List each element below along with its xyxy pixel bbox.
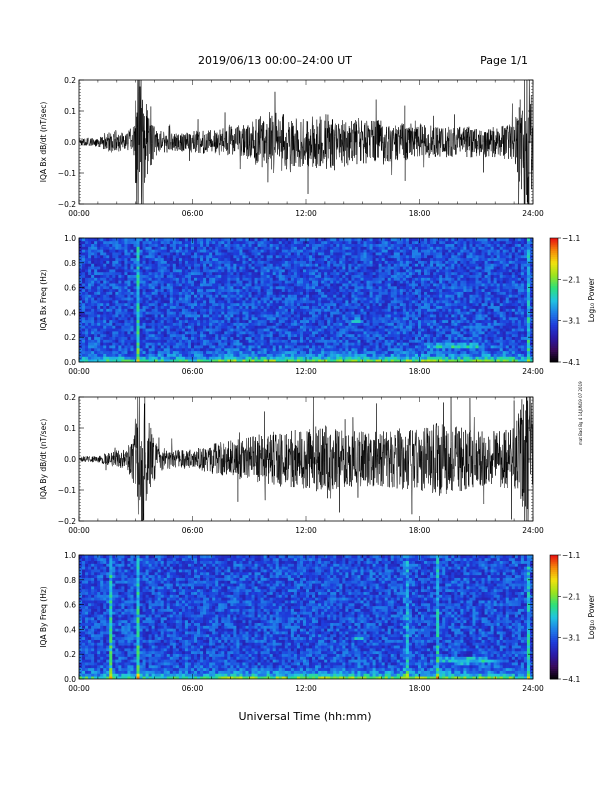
colorbar-tick-label: −4.1 bbox=[562, 358, 580, 367]
y-tick-label: −0.2 bbox=[58, 517, 76, 526]
x-tick-label: 18:00 bbox=[409, 684, 431, 693]
colorbar-tick-label: −2.1 bbox=[562, 592, 580, 601]
spectrogram-cells bbox=[79, 555, 533, 679]
x-tick-label: 12:00 bbox=[295, 209, 317, 218]
y-tick-label: 1.0 bbox=[64, 234, 76, 243]
x-tick-label: 06:00 bbox=[182, 684, 204, 693]
x-tick-label: 00:00 bbox=[68, 684, 90, 693]
y-axis-label: IQA By dB/dt (nT/sec) bbox=[39, 419, 48, 500]
x-tick-label: 18:00 bbox=[409, 209, 431, 218]
y-tick-label: 0.6 bbox=[64, 601, 76, 610]
y-tick-label: −0.1 bbox=[58, 169, 76, 178]
y-tick-label: 0.4 bbox=[64, 625, 76, 634]
page-title: 2019/06/13 00:00–24:00 UT bbox=[198, 54, 352, 67]
y-tick-label: 0.2 bbox=[64, 393, 76, 402]
x-tick-label: 06:00 bbox=[182, 526, 204, 535]
x-tick-label: 12:00 bbox=[295, 684, 317, 693]
colorbar: −1.1 −2.1 −3.1 −4.1 Log₁₀ Power bbox=[549, 234, 596, 367]
colorbar-tick-label: −4.1 bbox=[562, 675, 580, 684]
y-tick-label: 0.2 bbox=[64, 76, 76, 85]
y-tick-label: 0.4 bbox=[64, 308, 76, 317]
y-axis-label: IQA Bx dB/dt (nT/sec) bbox=[39, 102, 48, 183]
y-tick-label: 0.2 bbox=[64, 650, 76, 659]
y-tick-label: 0.0 bbox=[64, 138, 76, 147]
spectrogram-panel-1: −1.1 −2.1 −3.1 −4.1 Log₁₀ Power 1.0 0.8 0.6 0.4 0… bbox=[39, 234, 596, 376]
colorbar-frame bbox=[549, 554, 559, 680]
spectrogram-cells bbox=[79, 238, 533, 362]
y-tick-label: 0.1 bbox=[64, 107, 76, 116]
y-tick-label: 0.8 bbox=[64, 576, 76, 585]
x-axis-label: Universal Time (hh:mm) bbox=[239, 710, 372, 723]
panels: 0.20.10.0−0.1−0.200:00 06:00 12:00 18:00 24:… bbox=[39, 76, 596, 693]
x-tick-label: 12:00 bbox=[295, 526, 317, 535]
colorbar-label: Log₁₀ Power bbox=[587, 594, 596, 639]
y-tick-label: 0.2 bbox=[64, 333, 76, 342]
x-tick-label: 06:00 bbox=[182, 209, 204, 218]
colorbar-tick-label: −1.1 bbox=[562, 234, 580, 243]
y-axis-label: IQA By Freq (Hz) bbox=[39, 586, 48, 648]
x-tick-label: 00:00 bbox=[68, 209, 90, 218]
x-tick-label: 18:00 bbox=[409, 526, 431, 535]
y-tick-label: 0.0 bbox=[64, 455, 76, 464]
colorbar: −1.1 −2.1 −3.1 −4.1 Log₁₀ Power bbox=[549, 551, 596, 684]
y-tick-label: 0.0 bbox=[64, 358, 76, 367]
x-tick-label: 24:00 bbox=[522, 684, 544, 693]
waveform-trace bbox=[79, 80, 533, 204]
colorbar-tick-label: −3.1 bbox=[562, 634, 580, 643]
y-axis-label: IQA Bx Freq (Hz) bbox=[39, 269, 48, 331]
colorbar-tick-label: −1.1 bbox=[562, 551, 580, 560]
x-tick-label: 06:00 bbox=[182, 367, 204, 376]
y-tick-label: −0.1 bbox=[58, 486, 76, 495]
spectrogram-panel-3: −1.1 −2.1 −3.1 −4.1 Log₁₀ Power 1.0 0.8 0.6 0.4 0… bbox=[39, 551, 596, 693]
x-tick-label: 00:00 bbox=[68, 526, 90, 535]
colorbar-tick-label: −2.1 bbox=[562, 275, 580, 284]
y-tick-label: 0.8 bbox=[64, 259, 76, 268]
x-tick-label: 24:00 bbox=[522, 209, 544, 218]
x-tick-label: 24:00 bbox=[522, 367, 544, 376]
y-tick-label: −0.2 bbox=[58, 200, 76, 209]
y-tick-label: 1.0 bbox=[64, 551, 76, 560]
colorbar-frame bbox=[549, 237, 559, 363]
waveform-panel-2: 0.2 0.1 0.0 −0.1 −0.200:00 06:00 12:00 18:00 24:… bbox=[39, 393, 544, 535]
page-label: Page 1/1 bbox=[480, 54, 528, 67]
x-tick-label: 12:00 bbox=[295, 367, 317, 376]
x-tick-label: 24:00 bbox=[522, 526, 544, 535]
waveform-trace bbox=[79, 397, 533, 521]
y-tick-label: 0.1 bbox=[64, 424, 76, 433]
colorbar-label: Log₁₀ Power bbox=[587, 277, 596, 322]
side-note: mat Bad Bg 4 14JUN19 07 2019 bbox=[578, 381, 583, 445]
waveform-panel-0: 0.2 0.1 0.0 −0.1 −0.200:00 06:00 12:00 18:00 24:… bbox=[39, 76, 544, 218]
x-tick-label: 00:00 bbox=[68, 367, 90, 376]
y-tick-label: 0.6 bbox=[64, 284, 76, 293]
x-tick-label: 18:00 bbox=[409, 367, 431, 376]
y-tick-label: 0.0 bbox=[64, 675, 76, 684]
colorbar-tick-label: −3.1 bbox=[562, 317, 580, 326]
